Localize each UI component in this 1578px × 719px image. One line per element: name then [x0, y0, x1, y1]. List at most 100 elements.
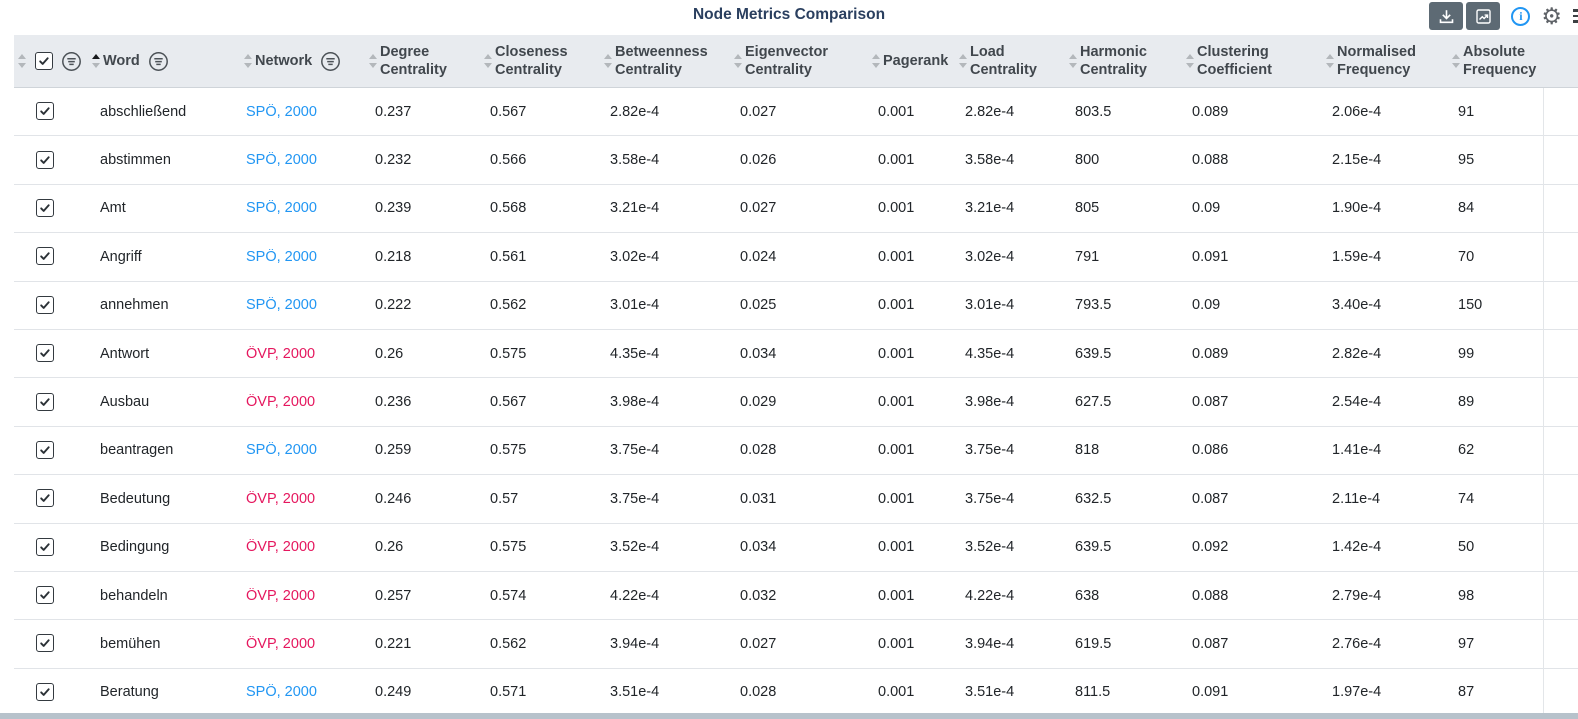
cell-network: ÖVP, 2000 — [240, 491, 365, 507]
column-header-degree-centrality[interactable]: Degree Centrality — [365, 35, 480, 87]
network-link[interactable]: SPÖ, 2000 — [246, 297, 317, 314]
cell-harmonic-centrality: 638 — [1075, 587, 1100, 604]
filter-icon[interactable] — [320, 51, 341, 72]
column-header-harmonic-centrality[interactable]: Harmonic Centrality — [1065, 35, 1182, 87]
cell-normalised-frequency: 2.06e-4 — [1332, 103, 1382, 120]
column-header-network[interactable]: Network — [240, 35, 365, 87]
column-header-normalised-frequency[interactable]: Normalised Frequency — [1322, 35, 1448, 87]
row-checkbox[interactable] — [36, 537, 54, 556]
row-checkbox[interactable] — [36, 102, 54, 121]
cell-normalised-frequency: 2.76e-4 — [1332, 635, 1382, 652]
network-link[interactable]: ÖVP, 2000 — [246, 345, 316, 362]
line-chart-button[interactable] — [1466, 2, 1501, 30]
row-checkbox[interactable] — [36, 634, 54, 653]
sort-arrows-icon — [1452, 54, 1460, 68]
cell-pagerank: 0.001 — [878, 297, 915, 314]
cell-harmonic-centrality: 619.5 — [1075, 635, 1112, 652]
cell-harmonic-centrality: 803.5 — [1075, 103, 1112, 120]
toolbar-button-group — [1429, 2, 1501, 30]
row-checkbox[interactable] — [36, 295, 54, 314]
filter-icon[interactable] — [148, 51, 169, 72]
cell-network: SPÖ, 2000 — [240, 297, 365, 313]
network-link[interactable]: SPÖ, 2000 — [246, 200, 317, 217]
column-label: Network — [255, 52, 313, 69]
cell-select — [14, 102, 88, 121]
row-checkbox[interactable] — [36, 440, 54, 459]
row-checkbox[interactable] — [36, 150, 54, 169]
cell-harmonic-centrality: 791 — [1075, 248, 1100, 265]
cell-harmonic-centrality: 627.5 — [1075, 394, 1112, 411]
column-header-closeness-centrality[interactable]: Closeness Centrality — [480, 35, 600, 87]
sort-arrows-icon — [872, 54, 880, 68]
cell-word: Angriff — [100, 248, 142, 265]
cell-normalised-frequency: 2.11e-4 — [1332, 490, 1381, 507]
column-header-load-centrality[interactable]: Load Centrality — [955, 35, 1065, 87]
cell-closeness-centrality: 0.574 — [490, 587, 527, 604]
network-link[interactable]: ÖVP, 2000 — [246, 394, 316, 411]
cell-pagerank: 0.001 — [878, 152, 915, 169]
network-link[interactable]: ÖVP, 2000 — [246, 587, 316, 604]
download-button[interactable] — [1429, 2, 1464, 30]
cell-closeness-centrality: 0.562 — [490, 297, 527, 314]
cell-normalised-frequency: 2.82e-4 — [1332, 345, 1382, 362]
info-icon[interactable]: i — [1511, 6, 1531, 26]
cell-pagerank: 0.001 — [878, 345, 915, 362]
column-header-select[interactable] — [14, 35, 88, 87]
cell-load-centrality: 3.58e-4 — [965, 152, 1015, 169]
column-header-pagerank[interactable]: Pagerank — [868, 35, 955, 87]
network-link[interactable]: ÖVP, 2000 — [246, 635, 316, 652]
cell-betweenness-centrality: 2.82e-4 — [610, 103, 660, 120]
cell-degree-centrality: 0.249 — [375, 684, 412, 701]
cell-closeness-centrality: 0.562 — [490, 635, 527, 652]
network-link[interactable]: SPÖ, 2000 — [246, 442, 317, 459]
select-all-checkbox[interactable] — [35, 52, 53, 70]
network-link[interactable]: SPÖ, 2000 — [246, 248, 317, 265]
row-checkbox[interactable] — [36, 682, 54, 701]
column-header-word[interactable]: Word — [88, 35, 240, 87]
cell-betweenness-centrality: 3.94e-4 — [610, 635, 660, 652]
cell-word: Ausbau — [100, 394, 150, 411]
cell-eigenvector-centrality: 0.034 — [740, 539, 777, 556]
download-icon — [1438, 8, 1455, 25]
cell-harmonic-centrality: 811.5 — [1075, 684, 1111, 701]
cell-absolute-frequency: 97 — [1458, 635, 1475, 652]
cell-word: abstimmen — [100, 152, 171, 169]
network-link[interactable]: SPÖ, 2000 — [246, 103, 317, 120]
cell-select — [14, 537, 88, 557]
cell-harmonic-centrality: 800 — [1075, 152, 1100, 169]
cell-closeness-centrality: 0.571 — [490, 684, 527, 701]
row-checkbox[interactable] — [36, 586, 54, 605]
cell-betweenness-centrality: 4.35e-4 — [610, 345, 660, 362]
column-header-eigenvector-centrality[interactable]: Eigenvector Centrality — [730, 35, 868, 87]
cell-closeness-centrality: 0.567 — [490, 394, 527, 411]
cell-betweenness-centrality: 3.75e-4 — [610, 490, 660, 507]
menu-icon[interactable] — [1573, 9, 1578, 23]
column-header-absolute-frequency[interactable]: Absolute Frequency — [1448, 35, 1578, 87]
gear-icon[interactable]: ⚙ — [1541, 2, 1562, 29]
row-checkbox[interactable] — [36, 489, 54, 508]
cell-load-centrality: 2.82e-4 — [965, 103, 1015, 120]
row-checkbox[interactable] — [36, 247, 54, 266]
cell-absolute-frequency: 50 — [1458, 539, 1475, 556]
row-checkbox[interactable] — [36, 392, 54, 411]
cell-load-centrality: 3.51e-4 — [965, 684, 1015, 701]
cell-normalised-frequency: 2.79e-4 — [1332, 587, 1382, 604]
row-checkbox[interactable] — [36, 198, 54, 217]
filter-icon[interactable] — [61, 51, 82, 72]
row-checkbox[interactable] — [36, 344, 54, 363]
horizontal-scrollbar[interactable] — [0, 713, 1578, 719]
network-link[interactable]: SPÖ, 2000 — [246, 152, 317, 169]
cell-select — [14, 440, 88, 460]
network-link[interactable]: ÖVP, 2000 — [246, 490, 316, 507]
cell-load-centrality: 3.98e-4 — [965, 394, 1015, 411]
network-link[interactable]: SPÖ, 2000 — [246, 684, 317, 701]
network-link[interactable]: ÖVP, 2000 — [246, 539, 316, 556]
cell-network: ÖVP, 2000 — [240, 539, 365, 555]
sort-arrows-icon — [369, 54, 377, 68]
cell-betweenness-centrality: 3.01e-4 — [610, 297, 660, 314]
table-row: abschließend SPÖ, 2000 0.237 0.567 2.82e-4 0.… — [14, 88, 1578, 137]
column-header-betweenness-centrality[interactable]: Betweenness Centrality — [600, 35, 730, 87]
column-header-clustering-coefficient[interactable]: Clustering Coefficient — [1182, 35, 1322, 87]
cell-eigenvector-centrality: 0.031 — [740, 490, 777, 507]
cell-word: Bedingung — [100, 539, 170, 556]
